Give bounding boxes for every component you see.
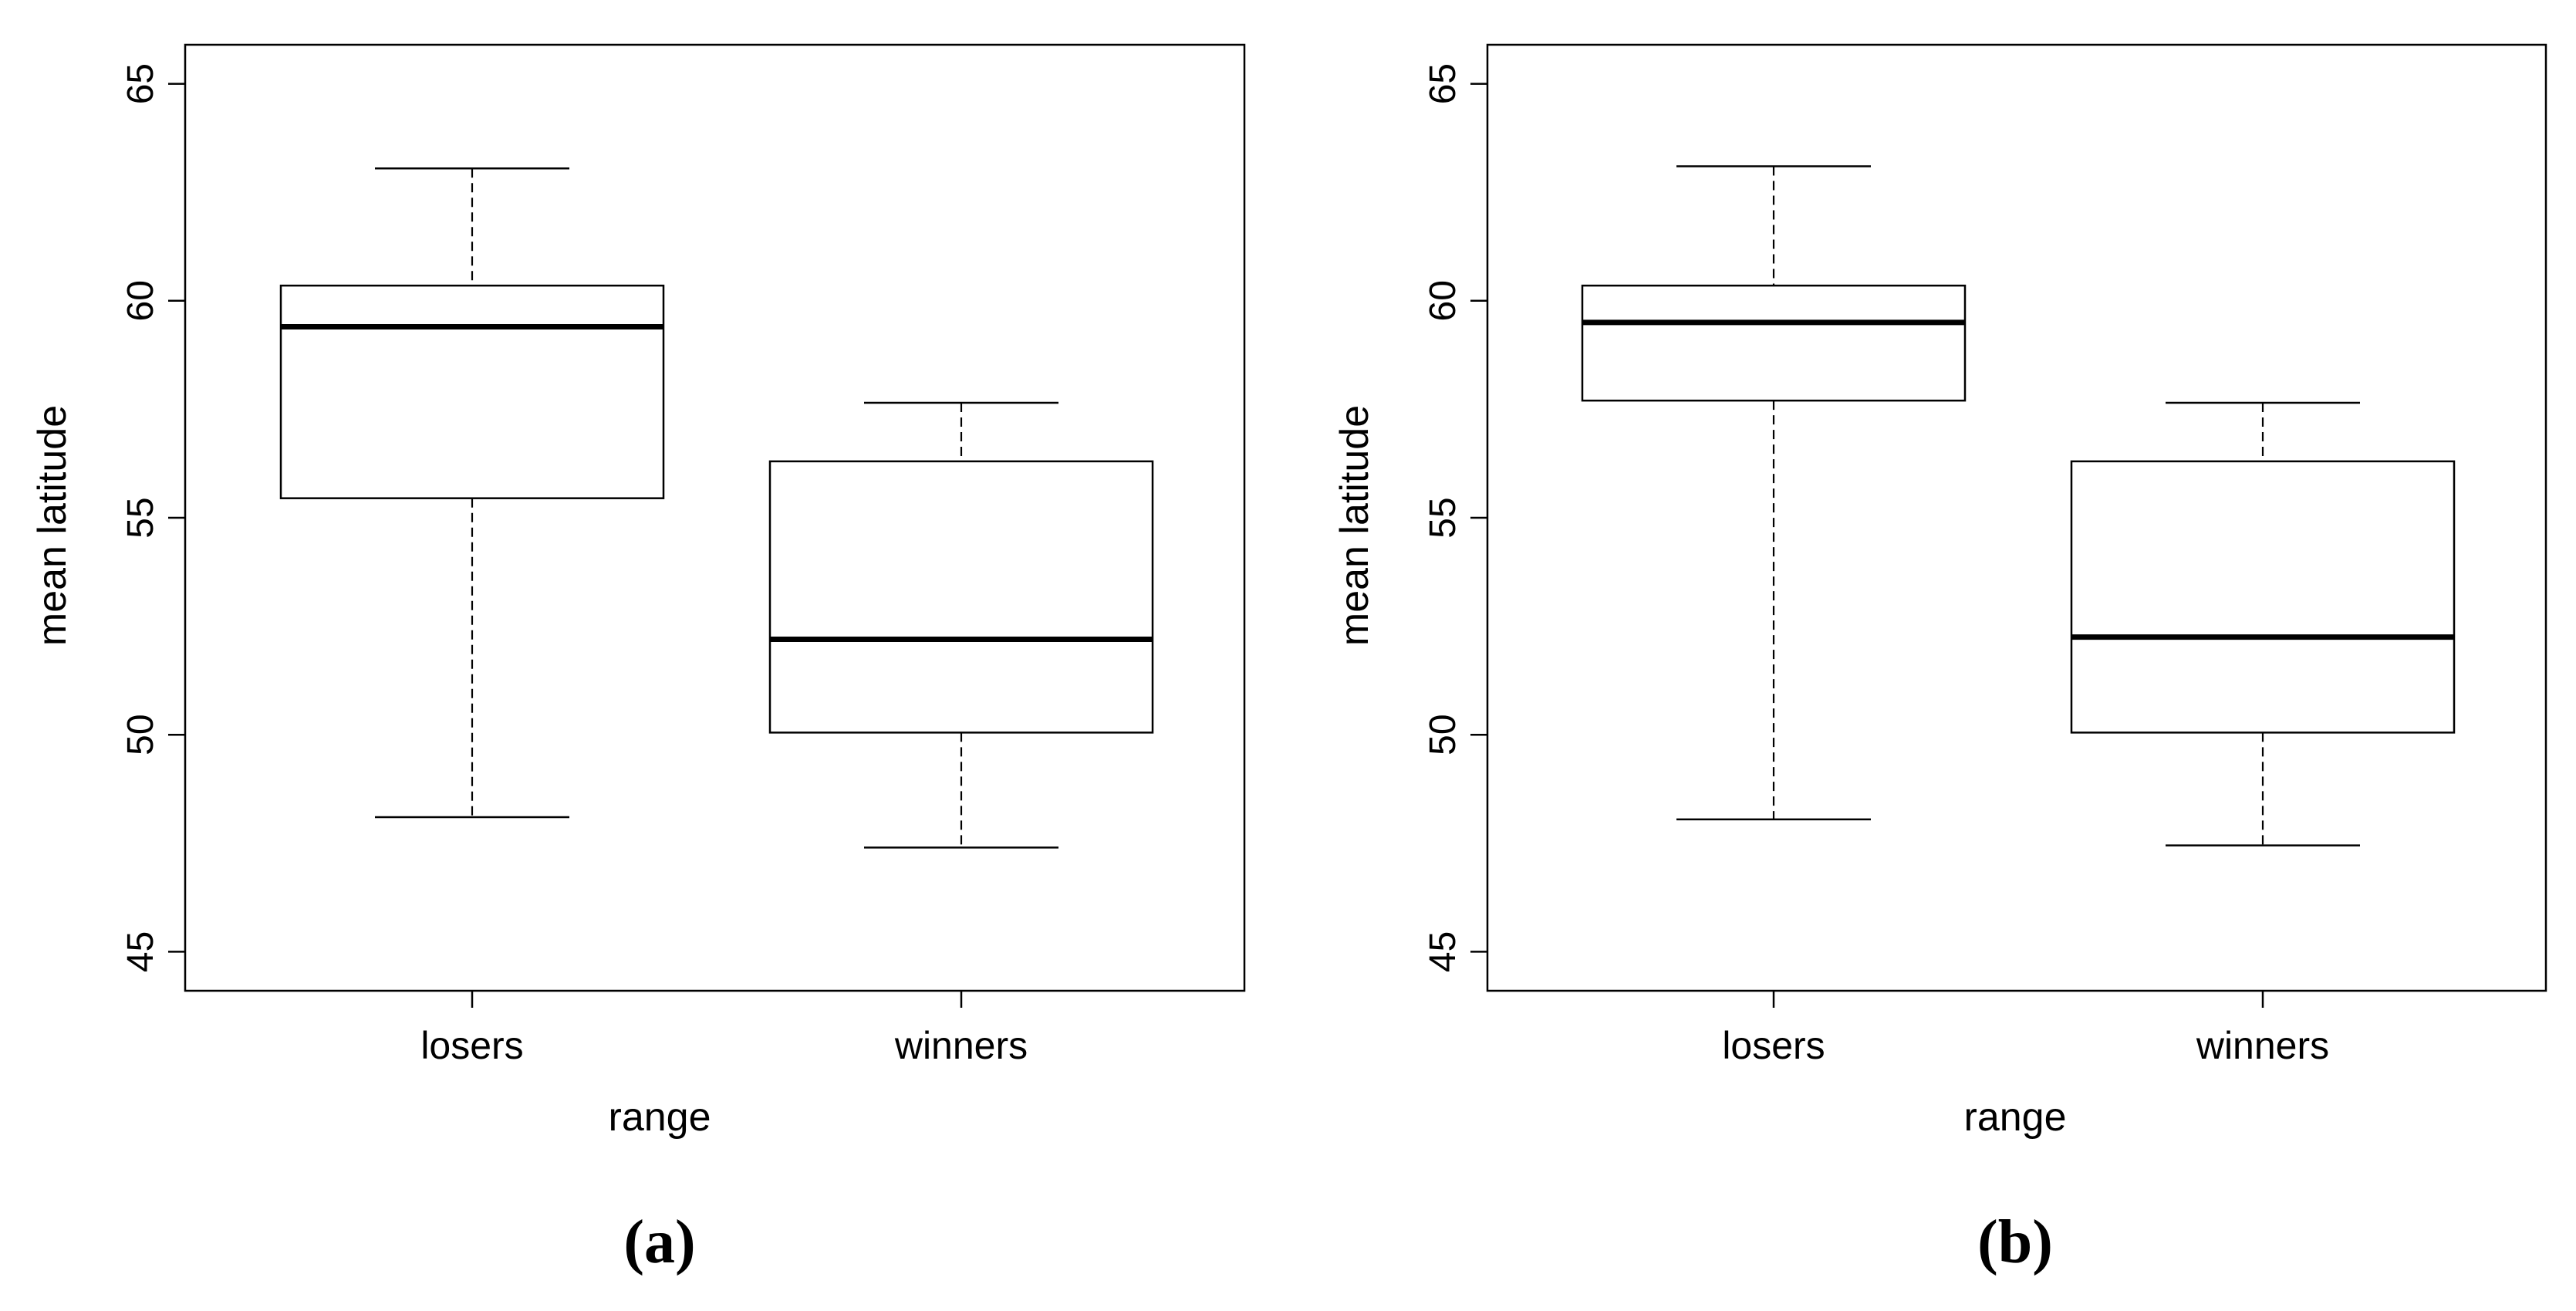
y-axis-label: mean latitude bbox=[30, 405, 75, 646]
panel-a: 45 50 55 60 65 mean latitude losers winners rang… bbox=[30, 43, 1246, 1276]
box-losers bbox=[1581, 284, 1967, 402]
box-winners bbox=[2070, 460, 2456, 734]
y-tick-label: 55 bbox=[120, 497, 161, 538]
y-axis-label: mean latitude bbox=[1332, 405, 1377, 646]
y-tick-label: 45 bbox=[120, 931, 161, 972]
x-tick-label: losers bbox=[420, 1024, 523, 1067]
box-losers bbox=[279, 284, 665, 499]
y-tick-label: 65 bbox=[1423, 63, 1464, 104]
y-tick-label: 60 bbox=[1423, 280, 1464, 321]
y-tick-label: 60 bbox=[120, 280, 161, 321]
panel-label: (b) bbox=[1977, 1208, 2053, 1276]
x-axis-label: range bbox=[609, 1095, 711, 1140]
panel-label: (a) bbox=[623, 1208, 695, 1276]
y-tick-label: 55 bbox=[1423, 497, 1464, 538]
x-axis-label: range bbox=[1964, 1095, 2067, 1140]
y-tick-label: 50 bbox=[120, 714, 161, 755]
y-tick-label: 45 bbox=[1423, 931, 1464, 972]
x-tick-label: winners bbox=[894, 1024, 1028, 1067]
y-tick-label: 65 bbox=[120, 63, 161, 104]
x-tick-label: winners bbox=[2196, 1024, 2329, 1067]
box-winners bbox=[768, 460, 1154, 734]
y-tick-label: 50 bbox=[1423, 714, 1464, 755]
panel-b: 45 50 55 60 65 mean latitude losers winners rang… bbox=[1332, 43, 2547, 1276]
x-tick-label: losers bbox=[1722, 1024, 1825, 1067]
